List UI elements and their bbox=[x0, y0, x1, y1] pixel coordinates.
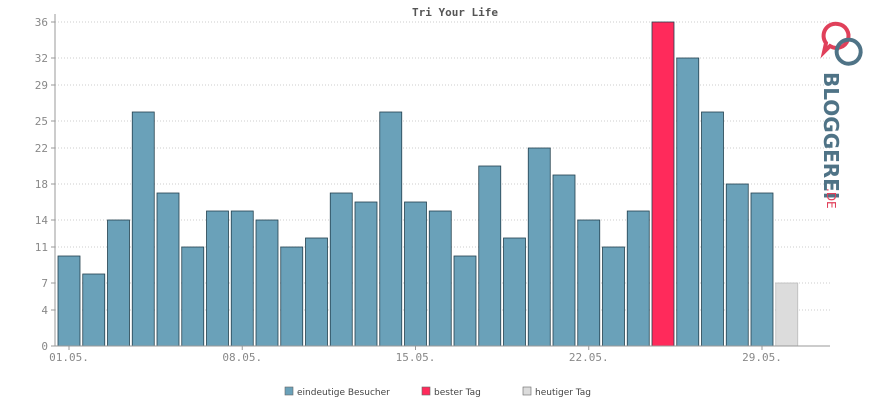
x-tick-label: 01.05. bbox=[49, 351, 89, 364]
legend-label-best: bester Tag bbox=[434, 388, 481, 398]
y-tick-label: 7 bbox=[41, 277, 48, 290]
bar-18.05. bbox=[478, 165, 502, 347]
bar-06.05. bbox=[181, 246, 205, 347]
y-tick-label: 29 bbox=[35, 79, 48, 92]
bar-21.05. bbox=[552, 174, 576, 347]
y-tick-label: 4 bbox=[41, 304, 48, 317]
legend-label-today: heutiger Tag bbox=[535, 388, 591, 398]
logo-mark-icon bbox=[820, 21, 863, 66]
y-tick-label: 36 bbox=[35, 16, 48, 29]
bar-25.05. bbox=[651, 21, 675, 347]
legend-swatch-best bbox=[421, 386, 431, 396]
bar-02.05. bbox=[82, 273, 106, 347]
bars bbox=[57, 21, 799, 347]
bar-03.05. bbox=[107, 219, 130, 347]
bar-24.05. bbox=[626, 210, 650, 347]
x-tick-label: 08.05. bbox=[222, 351, 262, 364]
x-tick-label: 29.05. bbox=[742, 351, 782, 364]
bloggerei-logo: BLOGGEREI .DE bbox=[819, 21, 863, 209]
bar-14.05. bbox=[379, 111, 403, 347]
x-tick-label: 22.05. bbox=[569, 351, 609, 364]
bar-30.05. bbox=[775, 282, 799, 347]
logo-text: BLOGGEREI bbox=[819, 72, 843, 199]
bar-22.05. bbox=[577, 219, 601, 347]
bar-11.05. bbox=[305, 237, 328, 347]
bar-05.05. bbox=[156, 192, 180, 347]
bar-13.05. bbox=[354, 201, 378, 347]
bar-19.05. bbox=[503, 237, 526, 347]
legend-swatch-today bbox=[522, 386, 532, 396]
bar-12.05. bbox=[329, 192, 353, 347]
axes: 0 4 7 11 14 18 22 25 29 32 36 01.05. 08.05. 15.05. 22.… bbox=[35, 14, 830, 364]
bar-27.05. bbox=[701, 111, 724, 347]
bar-07.05. bbox=[206, 210, 229, 347]
bar-29.05. bbox=[750, 192, 774, 347]
bar-04.05. bbox=[131, 111, 155, 347]
bar-15.05. bbox=[404, 201, 427, 347]
bar-09.05. bbox=[255, 219, 279, 347]
bar-23.05. bbox=[602, 246, 625, 347]
legend-swatch-normal bbox=[284, 386, 294, 396]
legend: eindeutige Besucher bester Tag heutiger Ta… bbox=[284, 386, 591, 398]
chart-title: Tri Your Life bbox=[412, 6, 498, 19]
y-tick-label: 25 bbox=[35, 115, 48, 128]
bar-28.05. bbox=[725, 183, 749, 347]
logo-suffix: .DE bbox=[824, 188, 838, 209]
x-tick-label: 15.05. bbox=[396, 351, 436, 364]
y-tick-label: 22 bbox=[35, 142, 48, 155]
bar-26.05. bbox=[676, 57, 700, 347]
y-tick-label: 11 bbox=[35, 241, 48, 254]
y-tick-label: 32 bbox=[35, 52, 48, 65]
bar-10.05. bbox=[280, 246, 304, 347]
y-tick-label: 14 bbox=[35, 214, 49, 227]
bar-16.05. bbox=[428, 210, 452, 347]
bar-17.05. bbox=[453, 255, 477, 347]
bar-08.05. bbox=[230, 210, 254, 347]
y-tick-label: 18 bbox=[35, 178, 48, 191]
y-tick-label: 0 bbox=[41, 340, 48, 353]
bar-20.05. bbox=[527, 147, 551, 347]
legend-label-normal: eindeutige Besucher bbox=[297, 388, 390, 398]
bar-01.05. bbox=[57, 255, 81, 347]
